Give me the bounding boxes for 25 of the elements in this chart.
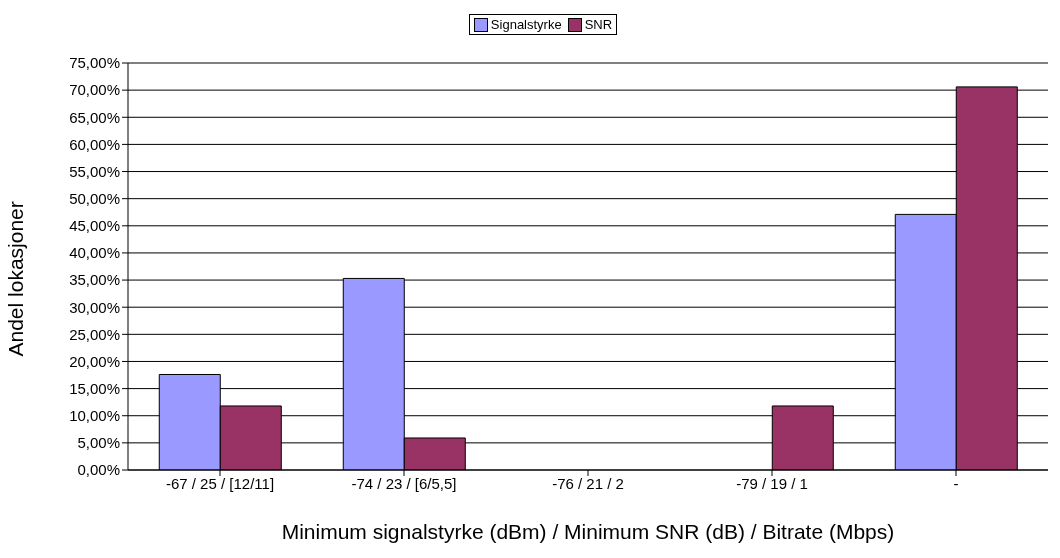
y-tick-label: 65,00% xyxy=(69,108,120,126)
y-tick-label: 50,00% xyxy=(69,189,120,207)
x-tick-label: -74 / 23 / [6/5,5] xyxy=(351,474,457,492)
y-tick-label: 55,00% xyxy=(69,162,120,180)
y-tick-label: 45,00% xyxy=(69,217,120,235)
y-tick-label: 0,00% xyxy=(77,461,120,479)
y-tick-label: 60,00% xyxy=(69,135,120,153)
y-tick-label: 30,00% xyxy=(69,298,120,316)
y-tick-label: 5,00% xyxy=(77,434,120,452)
x-axis-title: Minimum signalstyrke (dBm) / Minimum SNR (dB) / Bitrate (Mbps) xyxy=(281,519,895,543)
x-tick-label: -79 / 19 / 1 xyxy=(736,474,808,492)
y-axis-title: Andel lokasjoner xyxy=(4,201,28,357)
y-tick-label: 40,00% xyxy=(69,244,120,262)
x-tick-label: -76 / 21 / 2 xyxy=(552,474,624,492)
legend-label: Signalstyrke xyxy=(489,17,562,32)
y-tick-label: 70,00% xyxy=(69,81,120,99)
x-tick-label: -67 / 25 / [12/11] xyxy=(165,474,275,492)
y-tick-label: 35,00% xyxy=(69,271,120,289)
y-tick-label: 15,00% xyxy=(69,379,120,397)
legend-label: SNR xyxy=(583,17,613,32)
y-tick-label: 25,00% xyxy=(69,325,120,343)
y-tick-label: 20,00% xyxy=(69,352,120,370)
x-tick-label: - xyxy=(953,474,959,492)
y-tick-label: 10,00% xyxy=(69,407,120,425)
y-tick-label: 75,00% xyxy=(69,54,120,72)
